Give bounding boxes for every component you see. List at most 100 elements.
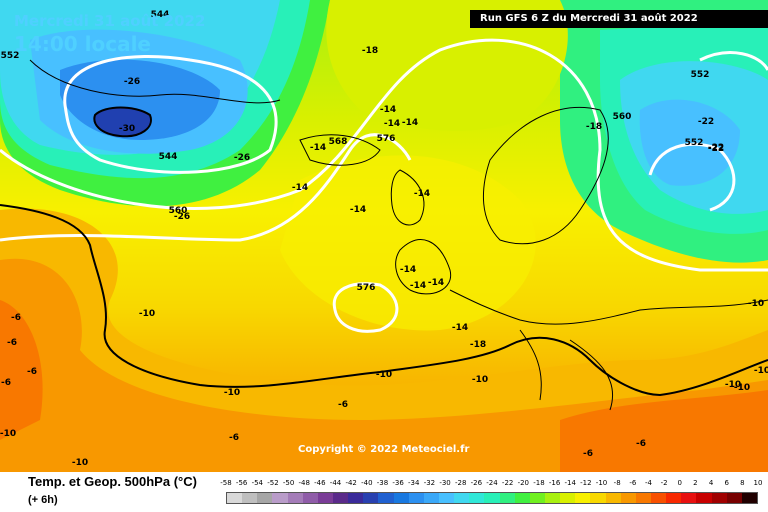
temperature-label: -14 [410, 281, 426, 291]
cold-ne-lightblue [639, 99, 740, 186]
temperature-label: -10 [472, 375, 488, 385]
legend-tick: -6 [629, 479, 637, 487]
temperature-label: -14 [310, 143, 326, 153]
legend-tick: -48 [298, 479, 310, 487]
run-info: Run GFS 6 Z du Mercredi 31 août 2022 [470, 10, 768, 28]
legend-swatch [544, 493, 561, 503]
legend-swatch [484, 493, 500, 503]
temperature-label: -26 [124, 77, 140, 87]
legend-swatch [393, 493, 409, 503]
legend-tick: -44 [329, 479, 342, 487]
geopotential-label: 568 [329, 137, 348, 147]
british-isles [395, 239, 452, 295]
legend-swatch [741, 493, 757, 503]
legend-tick: -28 [454, 479, 467, 487]
legend-swatch [408, 493, 424, 503]
geopotential-label: 544 [159, 152, 178, 162]
temperature-label: -18 [362, 46, 378, 56]
temperature-label: -10 [754, 366, 768, 376]
map-time: 14:00 locale [14, 32, 151, 56]
temperature-label: -6 [583, 449, 593, 459]
geopotential-label: 544 [151, 10, 170, 20]
temperature-label: -22 [698, 117, 714, 127]
legend-swatches [226, 492, 758, 504]
legend-swatch [378, 493, 394, 503]
legend-swatch [423, 493, 439, 503]
legend-swatch [499, 493, 515, 503]
legend-swatch [560, 493, 576, 503]
legend-tick: -36 [392, 479, 404, 487]
temperature-label: -14 [350, 205, 366, 215]
geopotential-label: 552 [685, 138, 704, 148]
legend-swatch [438, 493, 455, 503]
geopotential-label: 560 [169, 206, 188, 216]
legend-tick: -32 [423, 479, 436, 487]
legend-swatch [332, 493, 349, 503]
legend-tick: -56 [235, 479, 248, 487]
temperature-label: -14 [380, 105, 396, 115]
geopotential-label: 560 [613, 112, 632, 122]
legend-swatch [469, 493, 485, 503]
temperature-label: -10 [0, 429, 16, 439]
temperature-label: -10 [139, 309, 155, 319]
weather-map: -26 -30 -26 -18 -14 -14 -14 -14 -14 -14 -14 -14 -14-… [0, 0, 768, 472]
geopotential-label: 576 [377, 134, 396, 144]
legend-tick: -22 [501, 479, 514, 487]
legend-swatch [605, 493, 621, 503]
temperature-label: -26 [234, 153, 250, 163]
legend-swatch [514, 493, 530, 503]
contour-560 [0, 38, 768, 272]
legend-tick: -12 [580, 479, 592, 487]
legend-tick: -40 [361, 479, 373, 487]
legend-tick: 0 [677, 479, 682, 487]
legend-tick: 4 [708, 479, 714, 487]
legend-swatch [696, 493, 712, 503]
greenland-coast [29, 59, 281, 104]
map-canvas: -26-30-26-18-14-14 -14-14-14-14-14-14-14-… [0, 0, 768, 472]
geopotential-contours [0, 38, 768, 333]
legend-swatch [635, 493, 651, 503]
temperature-label: -10 [725, 380, 741, 390]
legend-swatch [454, 493, 470, 503]
europe-mainland [449, 289, 768, 325]
legend-tick: -38 [376, 479, 389, 487]
warmest-west-zone [0, 300, 43, 440]
legend-tick: 10 [753, 479, 763, 487]
legend-swatch [575, 493, 591, 503]
legend-subtitle: (+ 6h) [28, 494, 58, 506]
legend-swatch [227, 493, 243, 503]
legend-tick: -4 [644, 479, 652, 487]
copyright: Copyright © 2022 Meteociel.fr [298, 444, 470, 455]
temperature-label: -26 [174, 212, 190, 222]
legend-tick: -10 [595, 479, 608, 487]
legend-tick: -20 [517, 479, 529, 487]
coastlines [0, 59, 768, 411]
temperature-label: -18 [586, 122, 602, 132]
temperature-label: -14 [414, 189, 430, 199]
temperature-label: -10 [734, 383, 750, 393]
legend-tick: -18 [533, 479, 545, 487]
legend-swatch [302, 493, 318, 503]
legend-tick: -26 [470, 479, 483, 487]
legend-tick: -30 [439, 479, 451, 487]
contour-552-ne2 [648, 142, 736, 212]
legend-tick: -42 [345, 479, 357, 487]
legend-swatch [348, 493, 364, 503]
legend-bar: Temp. et Geop. 500hPa (°C) (+ 6h) -58 -56… [0, 472, 768, 512]
cold-core-nw [93, 106, 152, 138]
temperature-label: -14 [400, 265, 416, 275]
map-date: Mercredi 31 août 2022 [14, 12, 206, 30]
temperature-label: -6 [27, 367, 37, 377]
temperature-label: -14 [452, 323, 468, 333]
temperature-label: -10 [224, 388, 240, 398]
legend-tick: -16 [548, 479, 561, 487]
geopotential-label: 552 [1, 51, 20, 61]
temperature-labels: -26-30-26-18-14-14 -14-14-14-14-14-14-14-… [0, 46, 768, 468]
legend-swatch [257, 493, 273, 503]
legend-swatch [590, 493, 606, 503]
temperature-label: -22 [708, 143, 724, 153]
legend-tick: -52 [267, 479, 279, 487]
temperature-label: -10 [748, 299, 764, 309]
legend-swatch [242, 493, 258, 503]
geopotential-labels: 544 552 544 560 568 576 576 560 552 552 [1, 10, 710, 293]
